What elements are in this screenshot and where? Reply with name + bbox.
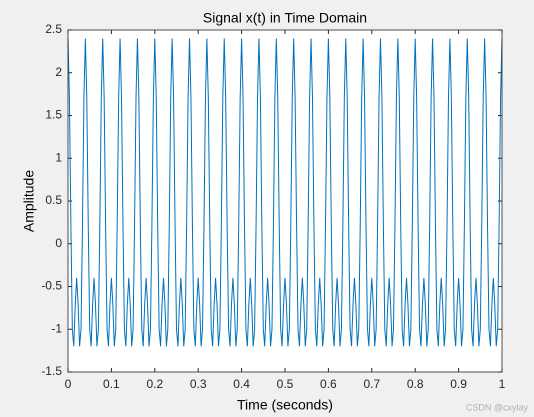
x-tick-label: 0.7 [363, 377, 380, 391]
x-tick-label: 0 [65, 377, 72, 391]
y-tick-label: 2.5 [45, 22, 62, 36]
x-tick-label: 0.4 [233, 377, 250, 391]
x-axis-label: Time (seconds) [237, 397, 333, 413]
y-tick-label: -0.5 [41, 279, 62, 293]
y-tick-label: -1.5 [41, 364, 62, 378]
y-tick-label: 0 [55, 236, 62, 250]
y-tick-label: 1 [55, 150, 62, 164]
signal-line [67, 38, 503, 347]
y-axis-label: Amplitude [21, 170, 37, 232]
x-tick-label: 0.8 [407, 377, 424, 391]
chart-title: Signal x(t) in Time Domain [203, 10, 367, 26]
y-tick-label: 2 [55, 65, 62, 79]
x-tick-label: 0.5 [277, 377, 294, 391]
x-tick-label: 1 [499, 377, 506, 391]
x-tick-label: 0.1 [103, 377, 120, 391]
axes-box [67, 29, 503, 373]
y-tick-label: -1 [51, 321, 62, 335]
x-tick-label: 0.6 [320, 377, 337, 391]
y-tick-label: 1.5 [45, 108, 62, 122]
x-tick-label: 0.9 [450, 377, 467, 391]
x-tick-label: 0.3 [190, 377, 207, 391]
y-tick-label: 0.5 [45, 193, 62, 207]
x-tick-label: 0.2 [146, 377, 163, 391]
watermark: CSDN @cxylay [466, 402, 529, 412]
